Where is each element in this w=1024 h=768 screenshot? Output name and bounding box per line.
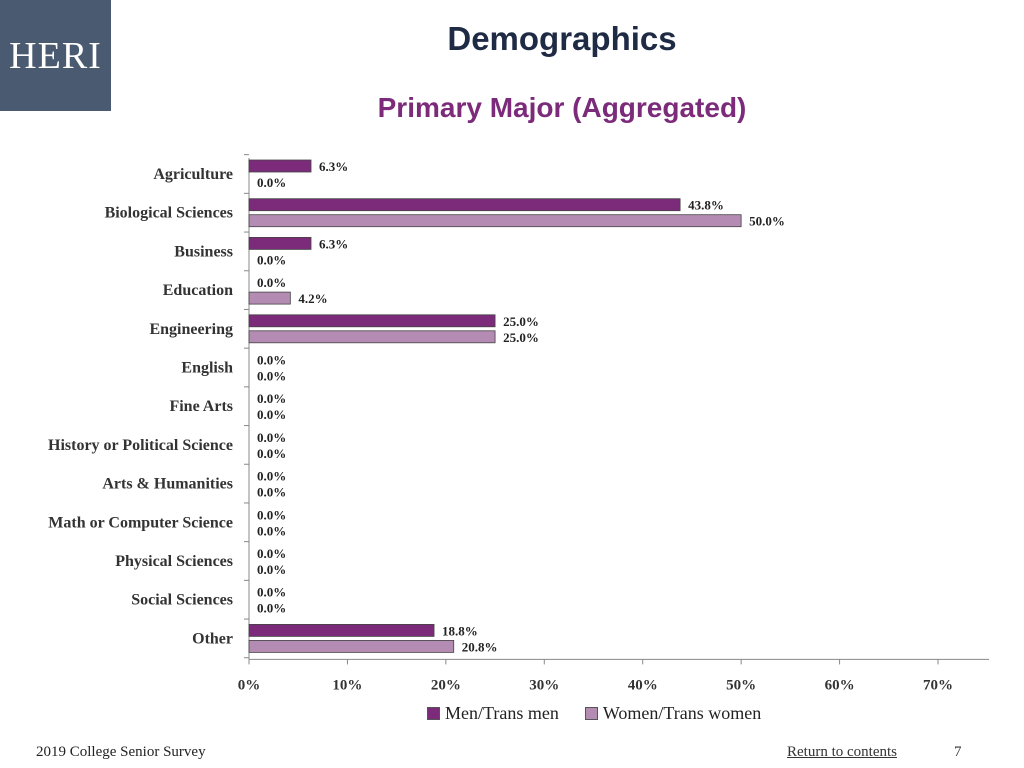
data-label: 4.2% [298,291,327,306]
data-label: 6.3% [319,159,348,174]
page-title: Demographics [447,20,677,57]
page-number: 7 [954,744,962,760]
category-label: Business [174,243,233,260]
data-label: 0.0% [257,353,286,368]
bar-men [248,236,312,250]
data-label: 0.0% [257,469,286,484]
data-label: 0.0% [257,485,286,500]
bar-women [248,214,742,228]
data-label: 25.0% [503,330,539,345]
category-label: Arts & Humanities [102,476,233,493]
data-label: 0.0% [257,430,286,445]
data-label: 0.0% [257,446,286,461]
category-label: History or Political Science [48,437,233,454]
data-label: 18.8% [442,623,478,638]
legend-swatch-women [584,707,598,720]
category-label: Biological Sciences [105,205,233,222]
heri-logo: HERI [0,0,111,111]
bar-chart: 0% 10% 20% 30% 40% 50% 60% 70% Agriculture 6.3% 0.… [48,154,989,693]
return-to-contents-link[interactable]: Return to contents [787,744,897,760]
legend-swatch-men [427,707,440,720]
logo-text: HERI [9,34,102,77]
data-label: 25.0% [503,314,539,329]
x-tick-label: 20% [431,677,461,693]
data-label: 0.0% [257,369,286,384]
bar-men [248,624,435,637]
category-label: Education [163,282,233,299]
x-tick-label: 10% [332,677,362,693]
x-tick-label: 0% [238,677,261,693]
chart-legend: Men/Trans men Women/Trans women [427,703,787,724]
data-label: 0.0% [257,391,286,406]
data-label: 0.0% [257,523,286,538]
data-label: 0.0% [257,601,286,616]
legend-label-women: Women/Trans women [602,703,762,723]
data-label: 6.3% [319,236,348,251]
category-label: Other [192,630,233,647]
bar-women [248,640,455,653]
data-label: 43.8% [688,198,724,213]
chart-subtitle: Primary Major (Aggregated) [377,92,747,123]
data-label: 0.0% [257,175,286,190]
category-label: Physical Sciences [115,553,233,570]
survey-name: 2019 College Senior Survey [36,744,206,760]
x-tick-label: 70% [923,677,953,693]
legend-item-men: Men/Trans men [427,703,559,724]
category-label: Math or Computer Science [48,514,233,531]
data-label: 0.0% [257,252,286,267]
data-label: 0.0% [257,275,286,290]
bar-men [248,314,496,328]
data-label: 0.0% [257,585,286,600]
x-tick-label: 50% [726,677,756,693]
x-tick-label: 60% [825,677,855,693]
x-tick-label: 40% [628,677,658,693]
bar-men [248,159,312,173]
bar-women [248,291,291,305]
category-label: English [181,360,233,377]
data-label: 0.0% [257,407,286,422]
legend-label-men: Men/Trans men [445,703,559,723]
x-tick-label: 30% [529,677,559,693]
data-label: 0.0% [257,562,286,577]
data-label: 0.0% [257,546,286,561]
category-label: Engineering [149,321,233,338]
bar-women [248,330,496,344]
data-label: 20.8% [462,639,498,654]
category-label: Fine Arts [169,398,233,415]
category-label: Agriculture [153,166,233,183]
data-label: 50.0% [749,214,785,229]
data-label: 0.0% [257,507,286,522]
bar-men [248,198,681,212]
legend-item-women: Women/Trans women [584,703,762,724]
category-label: Social Sciences [131,592,233,609]
